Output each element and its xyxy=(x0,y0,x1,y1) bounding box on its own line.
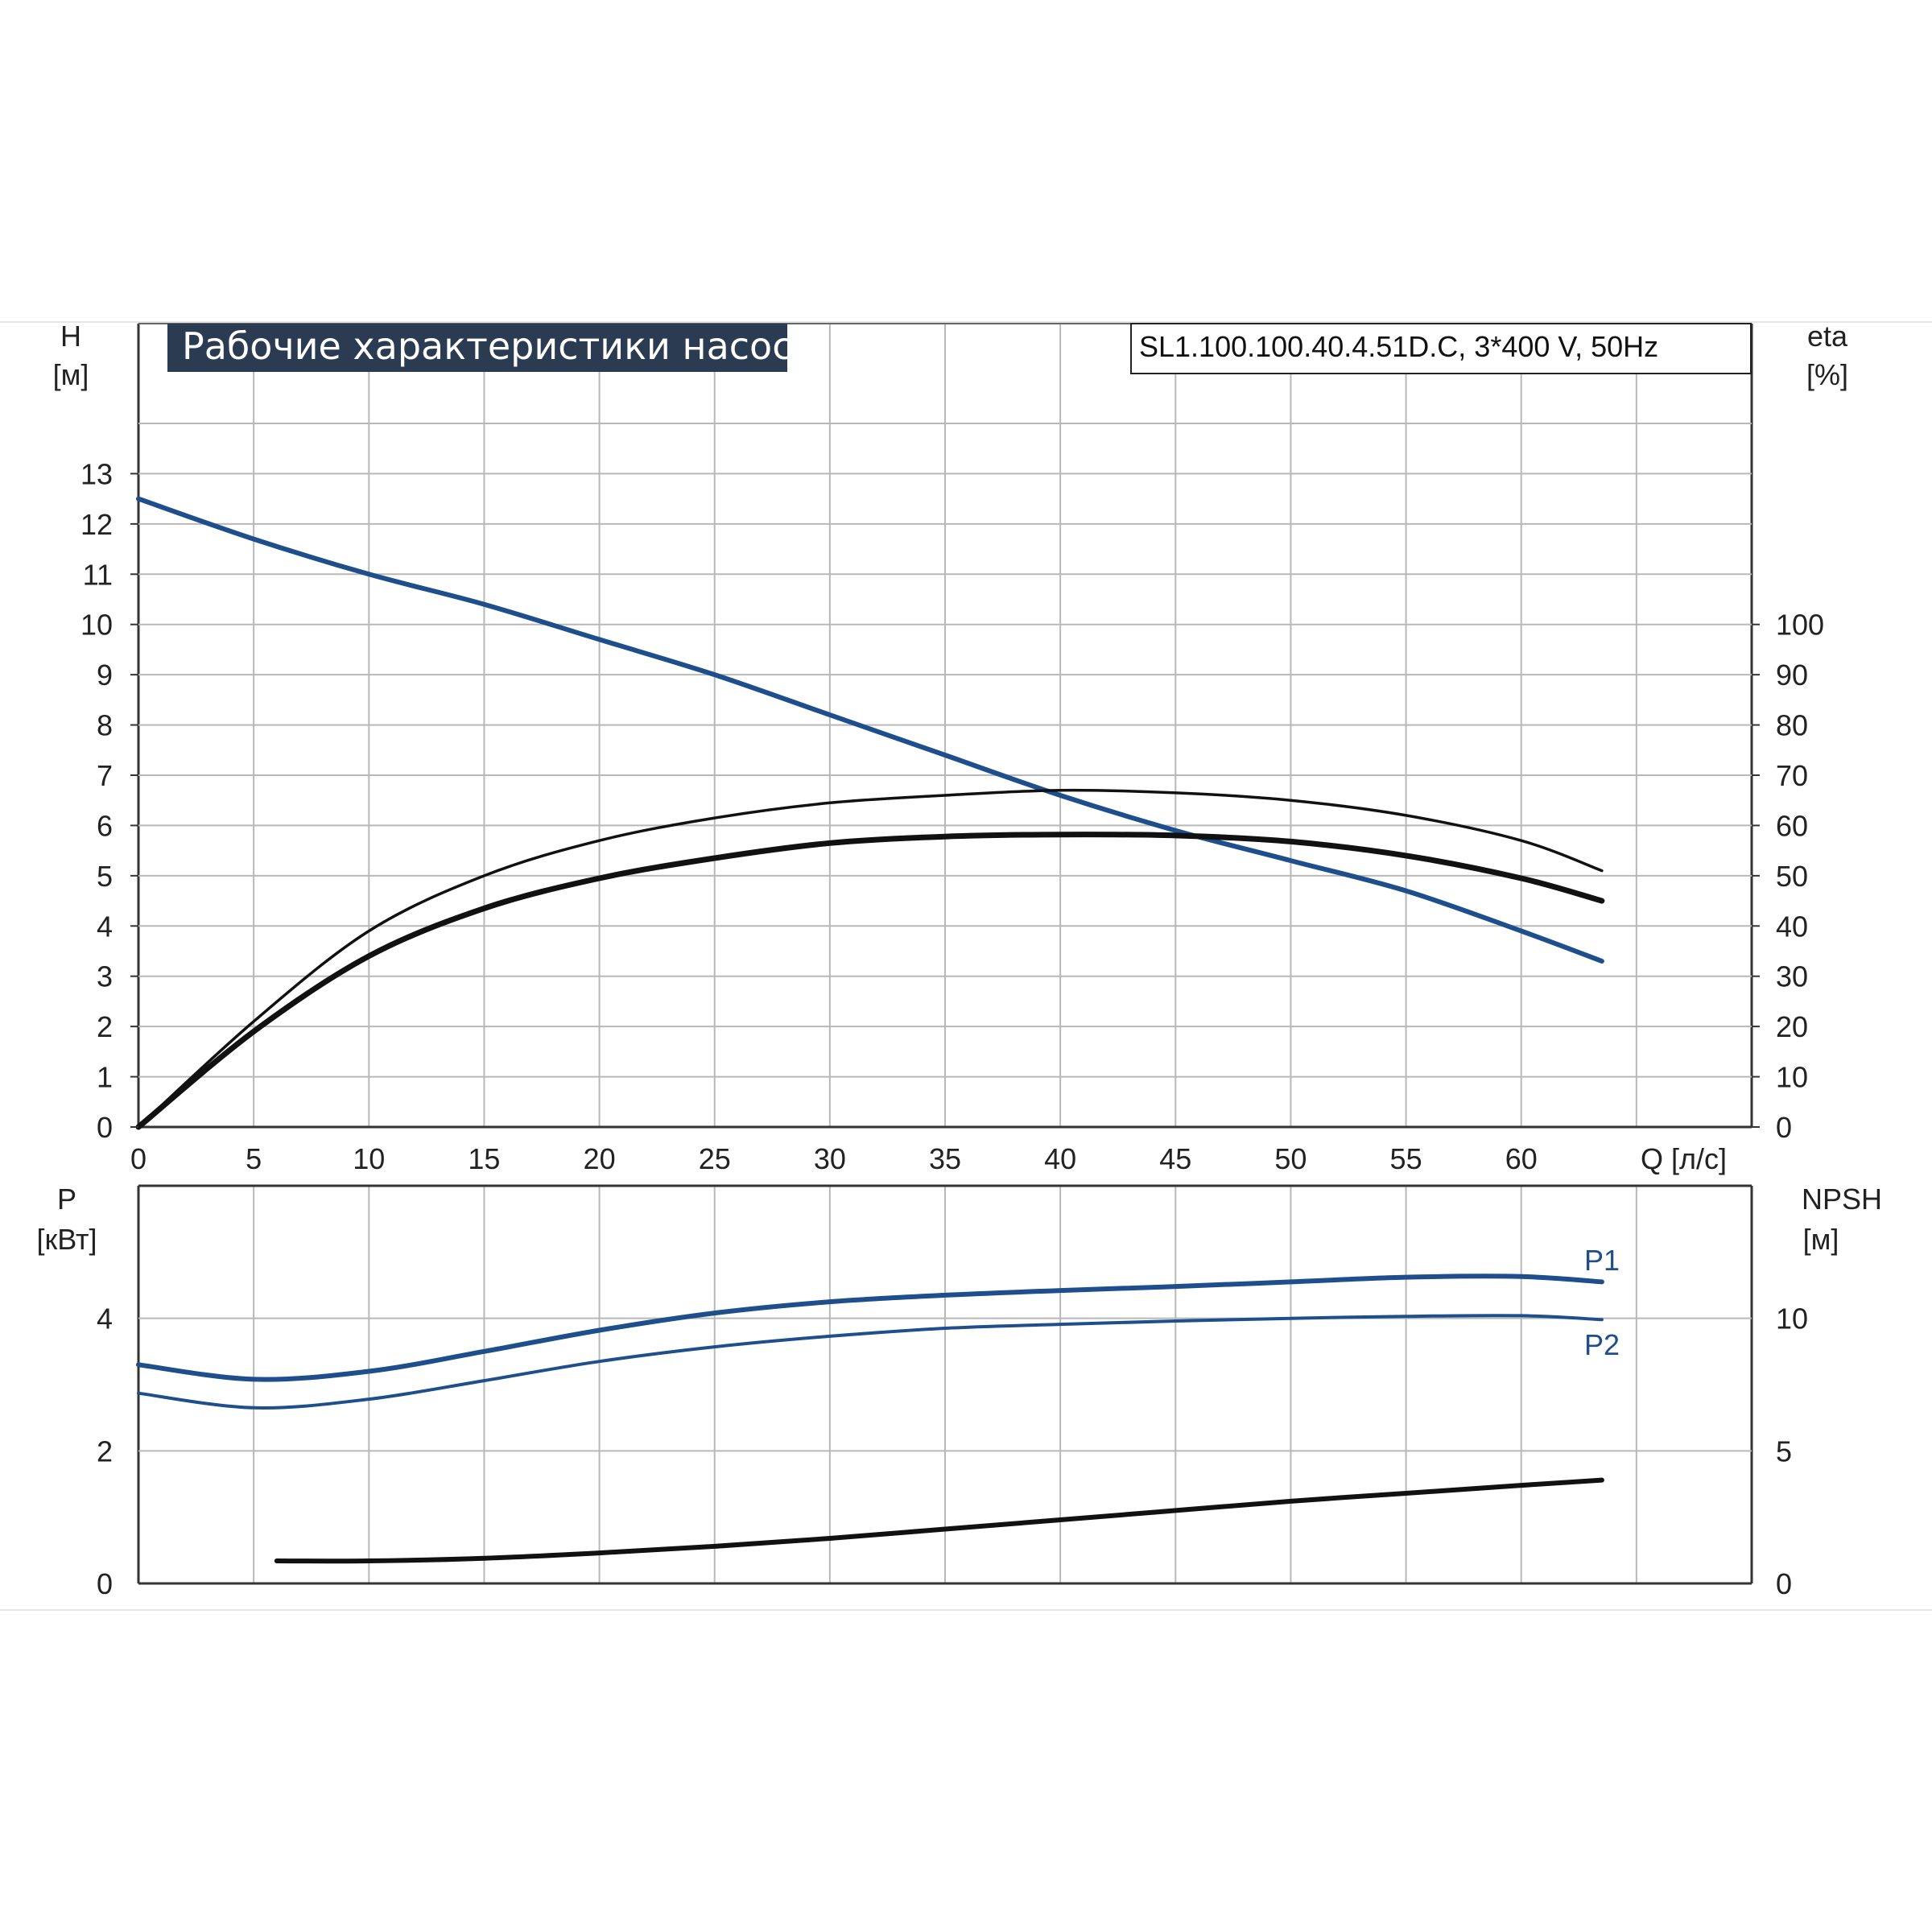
bottom-right-axis-unit: [м] xyxy=(1803,1223,1839,1256)
x-tick-label: 35 xyxy=(929,1142,961,1175)
bottom-chart-grid xyxy=(137,1184,1753,1585)
x-tick-label: 10 xyxy=(353,1142,385,1175)
npsh-tick-label: 0 xyxy=(1776,1567,1792,1600)
top-left-axis-unit: [м] xyxy=(53,358,89,391)
eta-tick-label: 60 xyxy=(1776,809,1808,842)
npsh-tick-label: 5 xyxy=(1776,1435,1792,1468)
top-right-axis-unit: [%] xyxy=(1806,358,1848,391)
h-tick-label: 13 xyxy=(80,457,113,490)
h-tick-label: 9 xyxy=(97,658,113,691)
chart-title-box xyxy=(167,324,787,372)
p1-power-curve xyxy=(136,1274,1604,1382)
chart-frame xyxy=(0,321,1932,1611)
eta-tick-label: 10 xyxy=(1776,1061,1808,1094)
x-tick-label: 55 xyxy=(1390,1142,1422,1175)
h-tick-label: 5 xyxy=(97,860,113,893)
x-tick-label: 25 xyxy=(699,1142,731,1175)
p-tick-label: 2 xyxy=(97,1435,113,1468)
x-tick-label: 40 xyxy=(1044,1142,1076,1175)
bottom-chart-series xyxy=(136,1274,1604,1564)
eta-tick-label: 20 xyxy=(1776,1010,1808,1043)
head-curve xyxy=(136,496,1604,964)
x-tick-label: 20 xyxy=(584,1142,616,1175)
eta-tick-label: 80 xyxy=(1776,709,1808,742)
h-tick-label: 10 xyxy=(80,609,113,642)
chart-title: Рабочие характеристики насоса xyxy=(182,324,815,368)
h-tick-label: 0 xyxy=(97,1111,113,1144)
top-chart-series xyxy=(135,496,1605,1130)
top-chart-grid xyxy=(137,323,1753,1129)
x-tick-label: 60 xyxy=(1505,1142,1538,1175)
p-tick-label: 0 xyxy=(97,1567,113,1600)
chart-subtitle-box xyxy=(1130,323,1752,374)
x-tick-label: 30 xyxy=(814,1142,846,1175)
h-tick-label: 7 xyxy=(97,759,113,792)
h-tick-label: 12 xyxy=(80,508,113,541)
chart-subtitle: SL1.100.100.40.4.51D.C, 3*400 V, 50Hz xyxy=(1139,330,1658,363)
h-tick-label: 2 xyxy=(97,1010,113,1043)
series-label-p2: P2 xyxy=(1584,1328,1620,1361)
x-tick-label: 50 xyxy=(1274,1142,1307,1175)
series-label-p1: P1 xyxy=(1584,1244,1620,1277)
x-tick-label: 0 xyxy=(130,1142,147,1175)
top-left-axis-name: H xyxy=(60,320,81,353)
efficiency-curve-thick xyxy=(135,832,1605,1130)
x-tick-label: 5 xyxy=(246,1142,262,1175)
x-tick-label: 45 xyxy=(1159,1142,1191,1175)
eta-tick-label: 70 xyxy=(1776,759,1808,792)
eta-tick-label: 0 xyxy=(1776,1111,1792,1144)
eta-tick-label: 90 xyxy=(1776,658,1808,691)
h-tick-label: 3 xyxy=(97,960,113,993)
h-tick-label: 4 xyxy=(97,910,113,943)
bottom-left-axis-unit: [кВт] xyxy=(36,1223,97,1256)
top-right-axis-name: eta xyxy=(1807,320,1848,353)
p-tick-label: 4 xyxy=(97,1302,113,1335)
efficiency-curve-thin xyxy=(137,788,1604,1129)
npsh-tick-label: 10 xyxy=(1776,1302,1808,1335)
eta-tick-label: 100 xyxy=(1776,609,1824,642)
tick-labels: 0 5 10 15 20 25 30 35 40 45 50 55 600123456789101112… xyxy=(80,457,1824,1600)
h-tick-label: 6 xyxy=(97,809,113,842)
bottom-right-axis-name: NPSH xyxy=(1802,1183,1882,1216)
eta-tick-label: 30 xyxy=(1776,960,1808,993)
h-tick-label: 8 xyxy=(97,709,113,742)
npsh-curve xyxy=(274,1477,1604,1564)
x-tick-label: 15 xyxy=(468,1142,500,1175)
eta-tick-label: 40 xyxy=(1776,910,1808,943)
h-tick-label: 1 xyxy=(97,1061,113,1094)
eta-tick-label: 50 xyxy=(1776,860,1808,893)
bottom-left-axis-name: P xyxy=(57,1183,76,1216)
p2-power-curve xyxy=(137,1314,1604,1410)
x-axis-label: Q [л/с] xyxy=(1641,1142,1727,1175)
h-tick-label: 11 xyxy=(83,558,113,591)
